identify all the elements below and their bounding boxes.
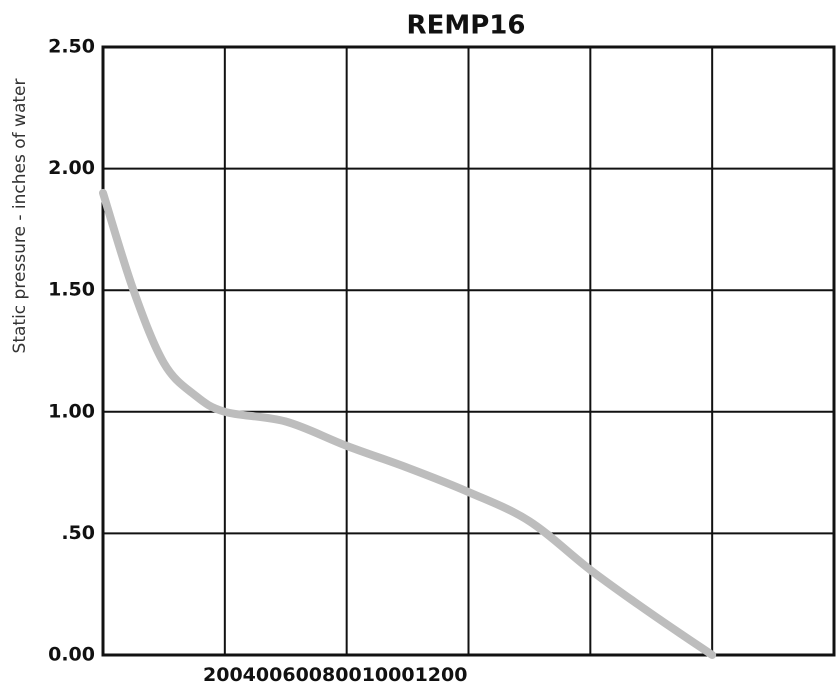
x-tick-label: 800 (322, 664, 362, 686)
y-tick-label: 0.00 (48, 644, 95, 666)
y-tick-label: 2.50 (48, 36, 95, 58)
x-tick-labels: 20040060080010001200 (203, 664, 467, 686)
x-tick-label: 200 (203, 664, 243, 686)
data-line (99, 188, 717, 659)
chart-title: REMP16 (407, 11, 526, 41)
plot-frame (101, 45, 836, 657)
y-tick-label: 2.00 (48, 157, 95, 179)
y-tick-label: 1.50 (48, 279, 95, 301)
y-tick-label: 1.00 (48, 400, 95, 422)
x-tick-label: 400 (243, 664, 283, 686)
x-tick-label: 1200 (415, 664, 468, 686)
x-tick-label: 1000 (362, 664, 415, 686)
y-tick-label: .50 (61, 522, 95, 544)
y-axis-label: Static pressure - inches of water (10, 79, 30, 354)
x-tick-label: 600 (282, 664, 322, 686)
